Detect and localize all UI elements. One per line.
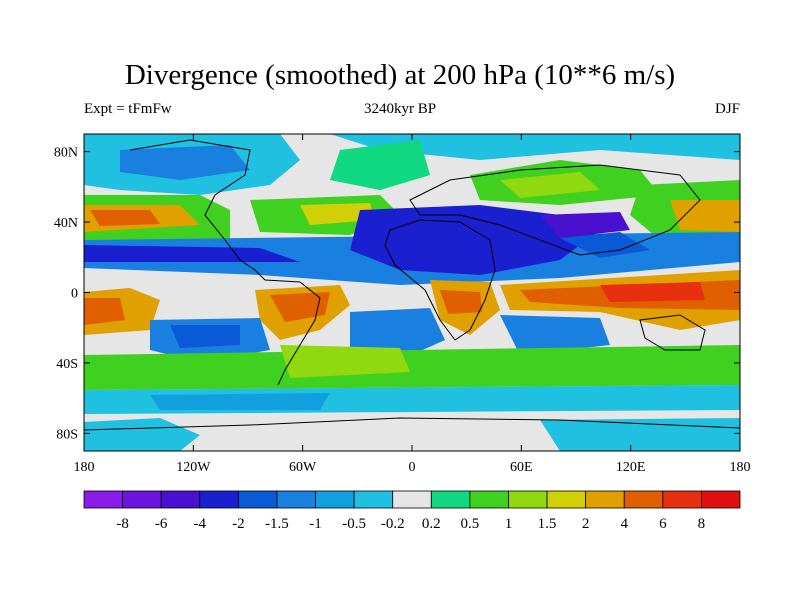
colorbar-swatch [237,490,278,509]
coastlines [84,139,740,431]
lon-tick-label: 120E [616,460,646,475]
lon-tick-label: 60W [289,460,317,475]
colorbar-swatch [392,490,432,509]
experiment-label: Expt = tFmFw [84,101,172,117]
samerica-peak [270,292,330,322]
lon-tick-label: 120W [176,460,211,475]
lon-tick-label: 180 [74,460,95,475]
colorbar-label: -8 [116,516,129,532]
colorbar-label: -0.5 [342,516,366,532]
colorbar-label: -1 [309,516,322,532]
colorbar-swatch [701,490,741,509]
colorbar-label: 2 [582,516,590,532]
lon-tick-label: 180 [730,460,751,475]
colorbar-swatch [469,490,509,509]
colorbar-label: -4 [194,516,207,532]
asia-negative-edge [560,232,650,258]
pacific-strong-negative [84,245,300,262]
antarctic-negative-west [84,418,200,451]
colorbar-swatch [160,490,201,509]
africa-peak [440,290,482,314]
colorbar: -8 -6 -4 -2 -1.5 -1 -0.5 -0.2 0.2 0.5 1 1.5 2 4 6 8 [83,490,741,532]
siberia-positive-core [500,172,600,198]
colorbar-swatch [276,490,316,509]
colorbar-swatch [662,490,702,509]
field-shading [84,134,740,451]
colorbar-swatch [315,490,355,509]
spacific-strong-negative [170,325,240,348]
southern-positive-core [280,345,410,378]
atlantic-north-positive [330,140,430,190]
south-america-coast [264,279,321,386]
wpacific-core [670,200,740,232]
satlantic-negative [350,308,445,360]
colorbar-swatch [508,490,548,509]
lat-tick-label: 40N [54,216,78,231]
colorbar-label: -0.2 [381,516,405,532]
eurasia-coast [409,164,701,256]
colorbar-label: 6 [659,516,667,532]
season-label: DJF [714,101,740,117]
arctic-strong-negative-zone [120,145,250,180]
colorbar-swatch [122,490,162,509]
colorbar-label: 1.5 [538,516,557,532]
antarctica-coast [84,417,740,431]
asia-strongest-negative [540,212,630,238]
epacific-peak [84,298,125,325]
colorbar-swatch [353,490,394,509]
lon-tick-label: 0 [409,460,416,475]
colorbar-label: 1 [505,516,513,532]
colorbar-swatch [585,490,625,509]
lat-tick-label: 80S [56,427,78,442]
colorbar-swatch [430,490,471,509]
lat-tick-label: 40S [56,357,78,372]
africa-coast [384,219,496,341]
colorbar-label: 0.5 [461,516,480,532]
antarctic-negative-east [540,418,740,451]
sindian-negative [500,315,610,355]
australia-coast [639,314,706,351]
lat-tick-label: 80N [54,146,78,161]
southern-ocean-strong-negative [150,393,330,410]
npacific-peak [90,210,160,226]
colorbar-label: -2 [232,516,245,532]
colorbar-swatch [546,490,587,509]
north-america-coast [129,139,266,281]
colorbar-label: 8 [698,516,706,532]
arctic-east-negative-zone [330,134,740,160]
colorbar-label: -6 [155,516,168,532]
lat-tick-label: 0 [71,287,78,302]
colorbar-label: 4 [620,516,628,532]
maritime-continent-peak [600,282,705,302]
colorbar-label: 0.2 [422,516,441,532]
time-label: 3240kyr BP [363,101,437,117]
lon-tick-label: 60E [510,460,533,475]
colorbar-swatch [199,490,239,509]
colorbar-swatch [83,490,123,509]
chart-title: Divergence (smoothed) at 200 hPa (10**6 … [124,59,676,91]
axes: 80N 40N 0 40S 80S 180 120W 60W 0 60E 120E 180 [54,134,751,475]
southern-positive-band [84,345,740,390]
colorbar-label: -1.5 [265,516,289,532]
natlantic-core [300,203,375,225]
colorbar-swatch [623,490,664,509]
